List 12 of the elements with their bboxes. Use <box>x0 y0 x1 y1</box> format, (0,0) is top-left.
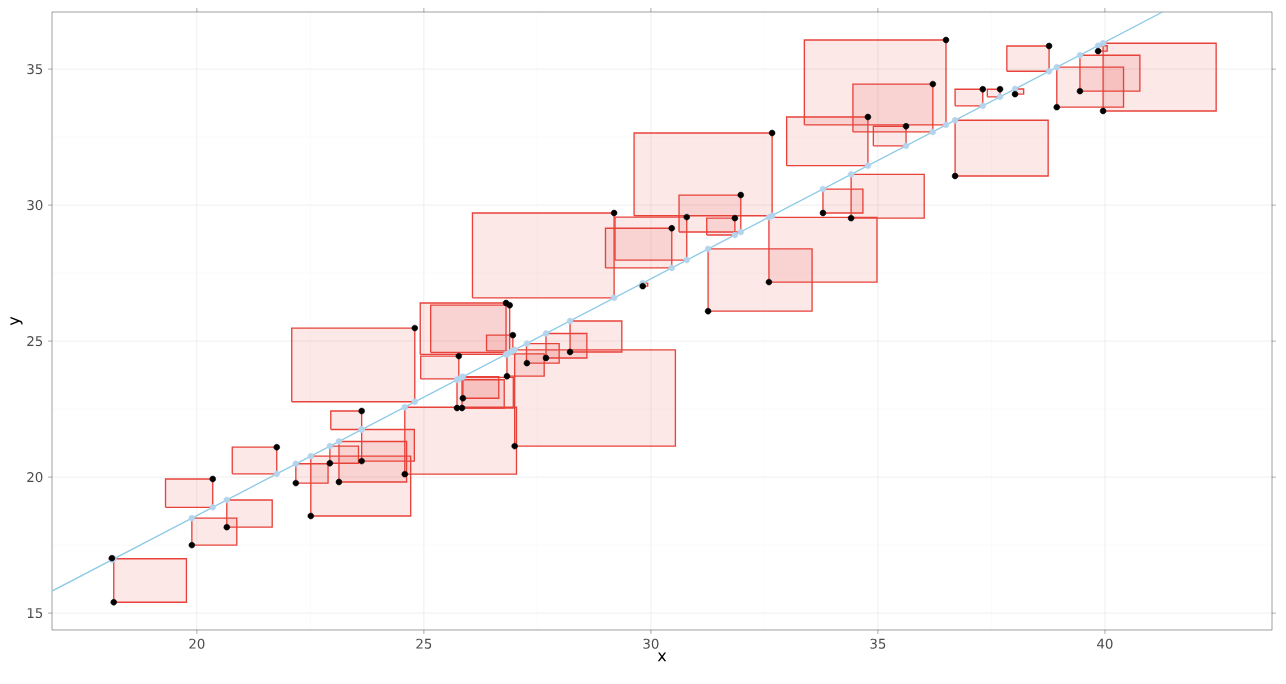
x-tick-label: 35 <box>870 638 886 649</box>
y-tick-label: 20 <box>27 472 43 483</box>
x-tick-label: 25 <box>416 638 432 649</box>
x-tick-label: 40 <box>1097 638 1113 649</box>
x-axis-title: x <box>657 652 667 662</box>
y-tick-label: 25 <box>27 336 43 347</box>
y-tick-label: 15 <box>27 608 43 619</box>
y-tick-label: 30 <box>27 200 43 211</box>
y-axis-title: y <box>10 316 23 326</box>
y-tick-label: 35 <box>27 64 43 75</box>
x-tick-label: 30 <box>643 638 659 649</box>
x-tick-label: 20 <box>189 638 205 649</box>
